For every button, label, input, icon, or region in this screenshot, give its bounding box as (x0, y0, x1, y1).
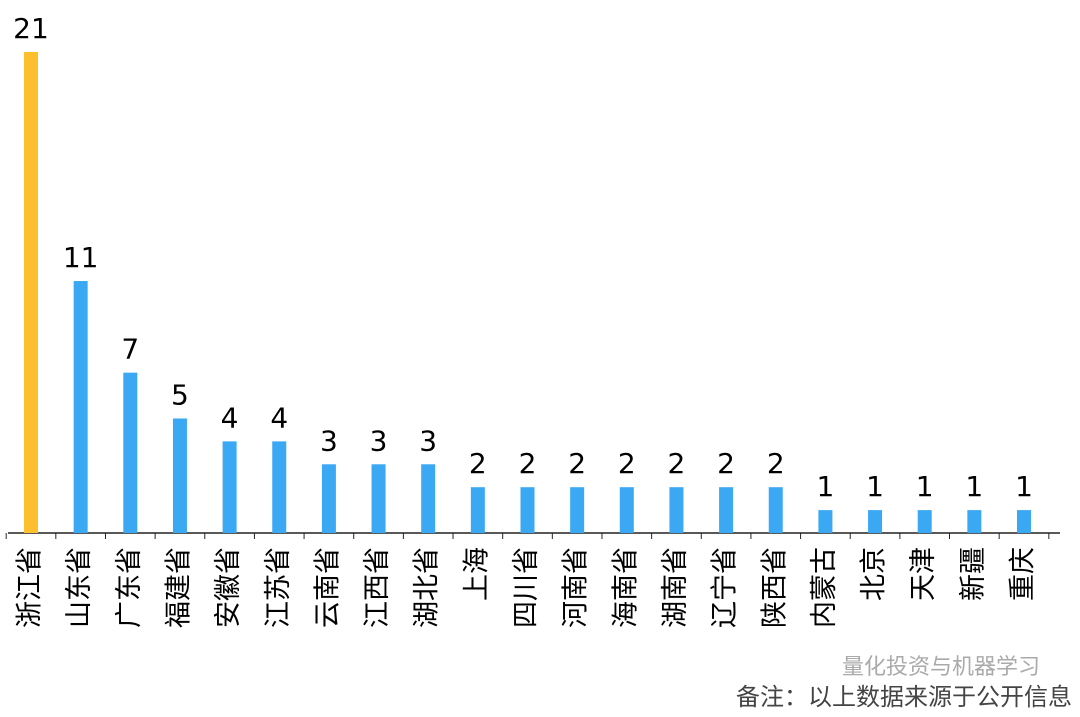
bar (371, 464, 386, 533)
x-tick-label: 江苏省 (263, 547, 294, 628)
bar (172, 418, 187, 533)
bar (967, 510, 982, 533)
value-label: 2 (767, 447, 785, 480)
value-label: 1 (916, 470, 934, 503)
x-tick-label: 北京 (859, 547, 890, 601)
value-label: 2 (618, 447, 636, 480)
value-label: 3 (370, 424, 388, 457)
x-tick-label: 河南省 (561, 547, 592, 628)
x-tick-label: 湖南省 (660, 547, 691, 628)
value-label: 1 (816, 470, 834, 503)
x-tick-label: 云南省 (312, 547, 343, 628)
bar (123, 372, 138, 533)
value-label: 21 (13, 12, 49, 45)
x-tick-label: 内蒙古 (809, 547, 840, 628)
bar (619, 487, 634, 533)
value-label: 1 (965, 470, 983, 503)
bar (818, 510, 833, 533)
x-tick-label: 海南省 (610, 547, 641, 628)
x-tick-label: 浙江省 (15, 547, 46, 628)
bar (768, 487, 783, 533)
value-label: 4 (270, 401, 288, 434)
bar (719, 487, 734, 533)
value-label: 7 (121, 333, 139, 366)
value-label: 11 (63, 241, 99, 274)
x-tick-label: 陕西省 (759, 547, 790, 628)
bar (917, 510, 932, 533)
x-tick-label: 辽宁省 (710, 547, 741, 628)
value-label: 4 (221, 401, 239, 434)
bar (321, 464, 336, 533)
watermark: 量化投资与机器学习 (842, 655, 1040, 680)
value-label: 2 (519, 447, 537, 480)
x-tick-label: 广东省 (114, 547, 145, 628)
x-tick-label: 重庆 (1008, 547, 1039, 601)
value-label: 3 (320, 424, 338, 457)
x-tick-label: 四川省 (511, 547, 542, 628)
x-tick-label: 新疆 (958, 547, 989, 601)
x-tick-label: 江西省 (362, 547, 393, 628)
bar (570, 487, 585, 533)
x-tick-label: 湖北省 (412, 547, 443, 628)
bar (669, 487, 684, 533)
value-label: 2 (568, 447, 586, 480)
bar (868, 510, 883, 533)
value-label: 1 (1015, 470, 1033, 503)
bar (222, 441, 237, 533)
value-label: 2 (668, 447, 686, 480)
value-label: 2 (469, 447, 487, 480)
value-label: 2 (717, 447, 735, 480)
value-label: 1 (866, 470, 884, 503)
x-tick-label: 上海 (461, 547, 492, 601)
bar (73, 281, 88, 533)
x-tick-label: 福建省 (163, 547, 194, 628)
x-tick-label: 天津 (908, 547, 939, 601)
bar (470, 487, 485, 533)
bar (272, 441, 287, 533)
value-label: 5 (171, 378, 189, 411)
bar (24, 52, 38, 533)
bar (421, 464, 436, 533)
bar (1017, 510, 1031, 533)
x-tick-label: 山东省 (64, 547, 95, 628)
bar (520, 487, 535, 533)
x-tick-label: 安徽省 (213, 547, 244, 628)
value-label: 3 (419, 424, 437, 457)
note: 备注：以上数据来源于公开信息 (736, 683, 1072, 711)
